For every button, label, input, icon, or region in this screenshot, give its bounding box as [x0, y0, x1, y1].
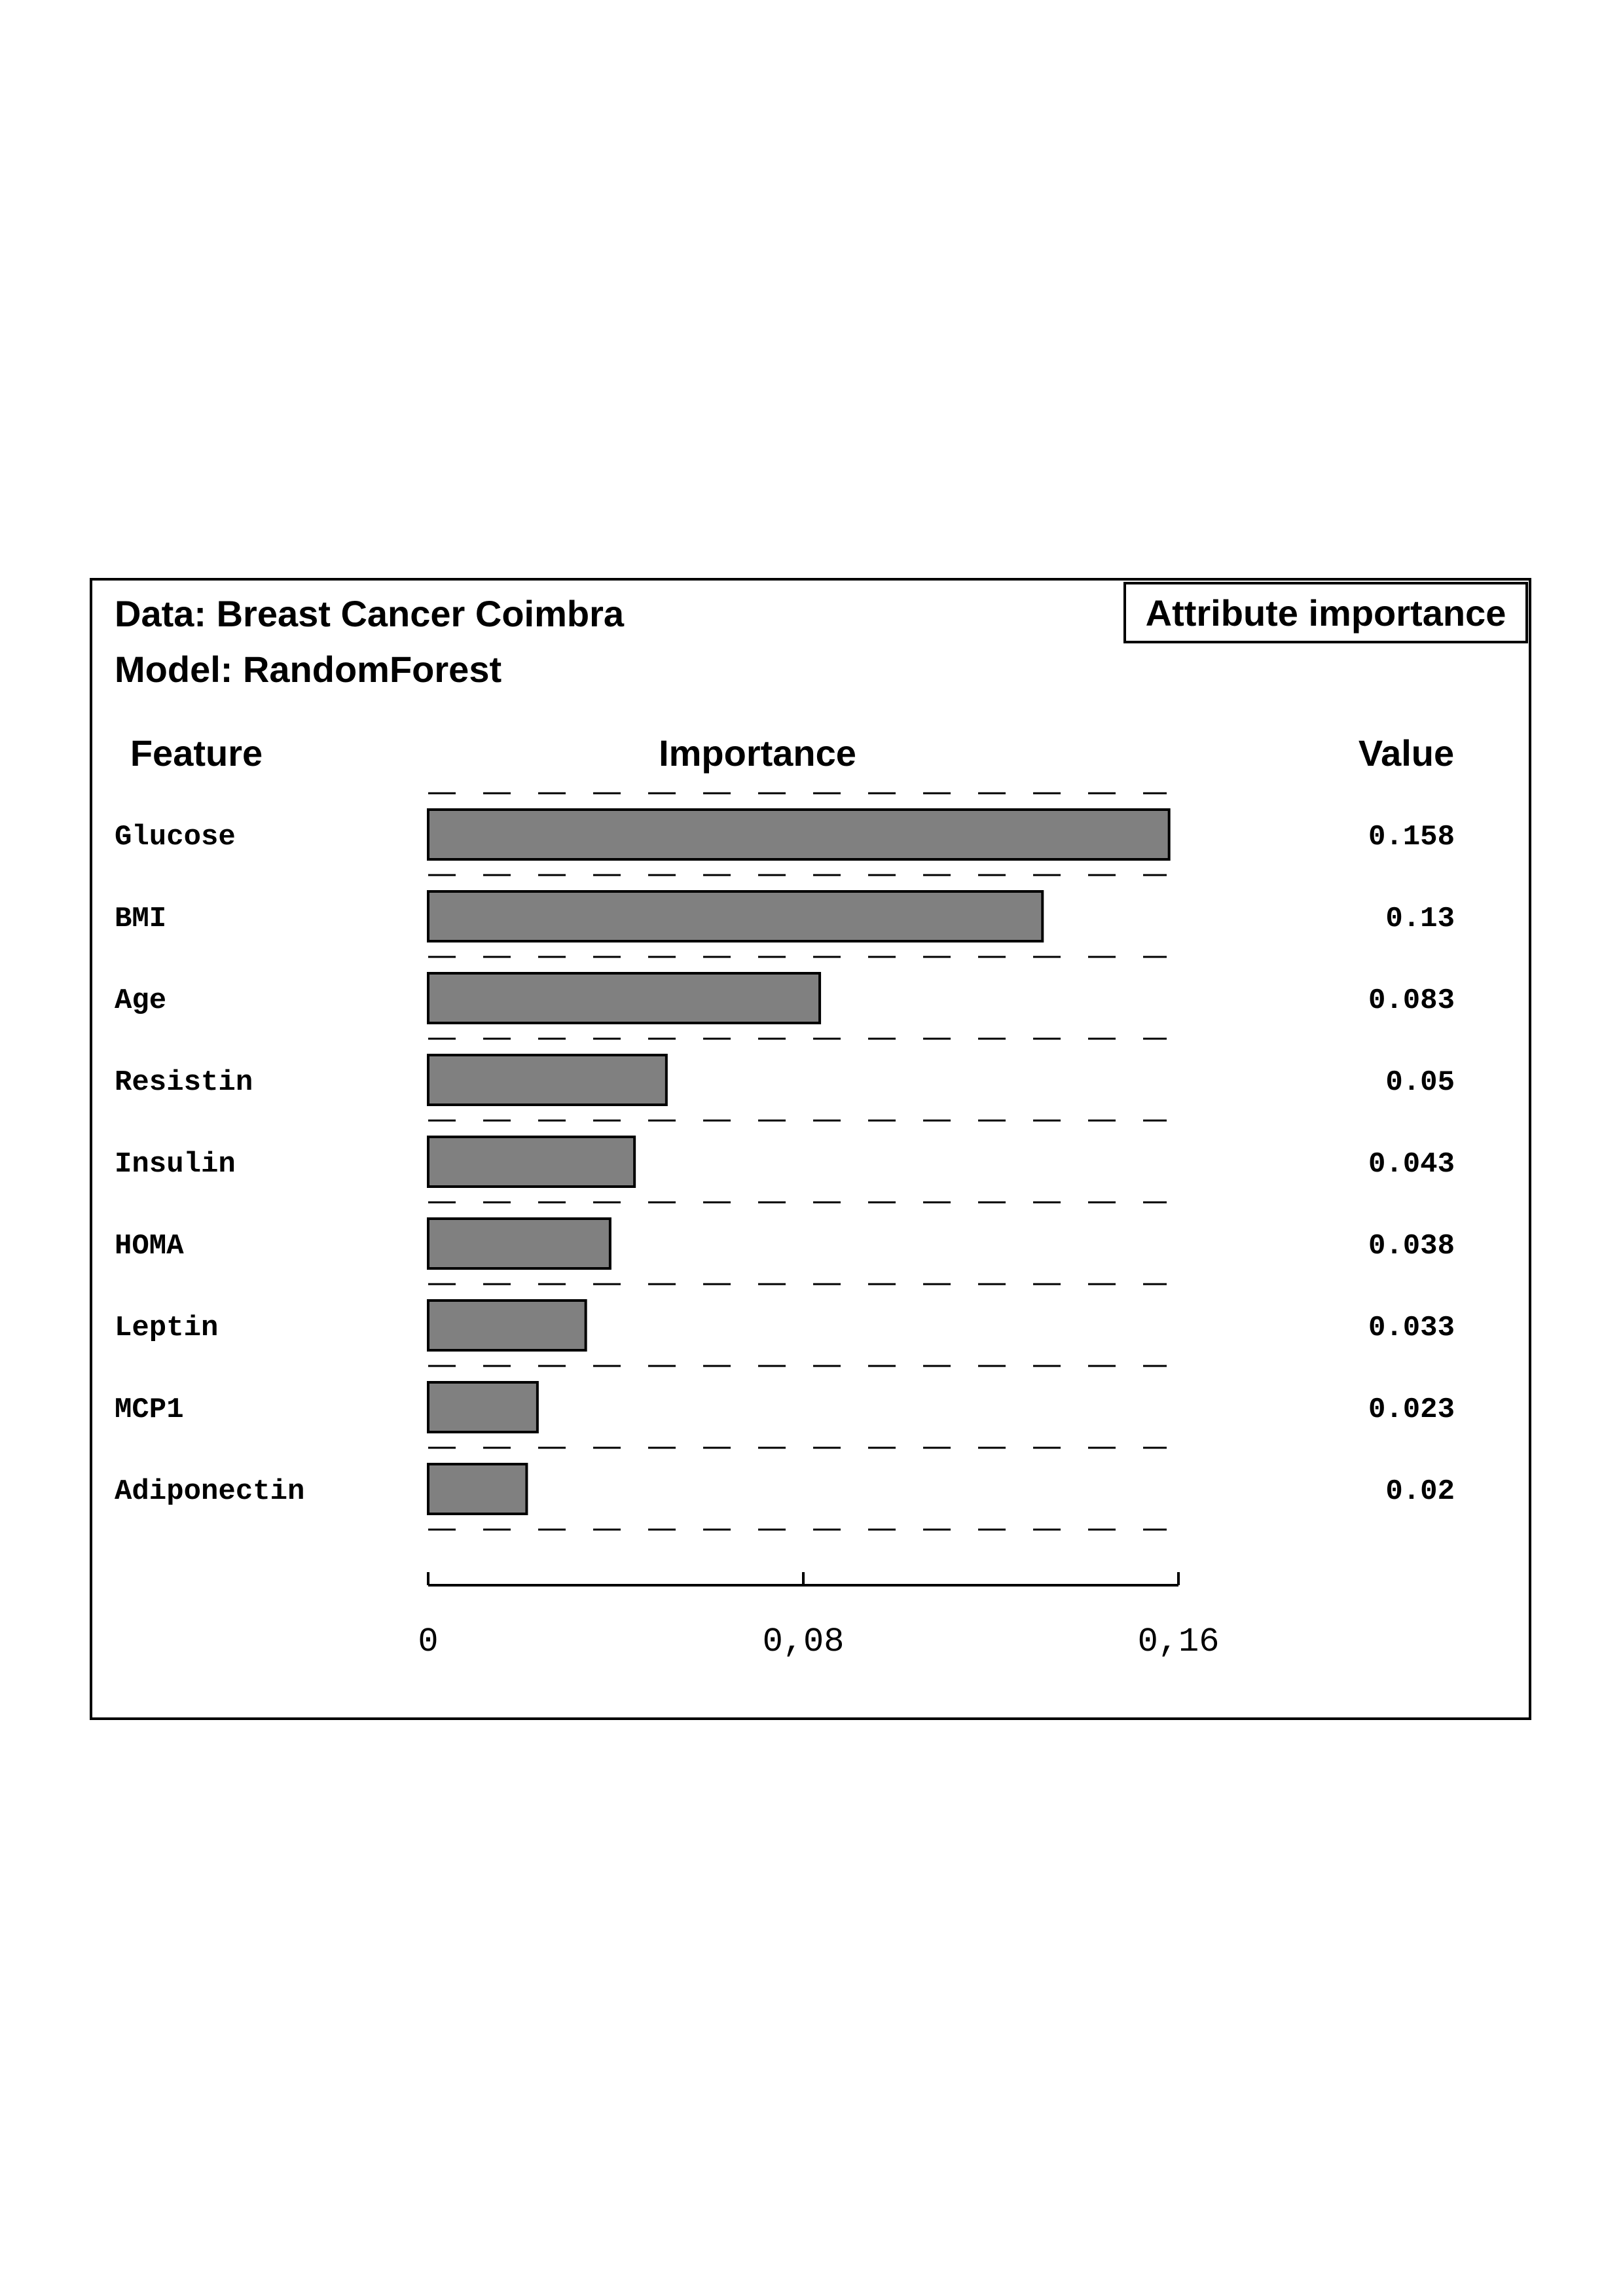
feature-label-mcp1: MCP1 — [115, 1393, 184, 1426]
value-label-bmi: 0.13 — [1385, 903, 1455, 935]
attribute-importance-badge: Attribute importance — [1123, 582, 1528, 643]
feature-label-glucose: Glucose — [115, 821, 236, 853]
x-tick-label: 0,08 — [763, 1623, 845, 1661]
bar-glucose — [427, 808, 1171, 861]
bars-group — [427, 808, 1171, 1515]
feature-column-header: Feature — [130, 732, 263, 774]
bar-age — [427, 972, 822, 1024]
value-label-age: 0.083 — [1368, 984, 1455, 1017]
value-column-header: Value — [1359, 732, 1454, 774]
feature-label-age: Age — [115, 984, 166, 1017]
bar-insulin — [427, 1136, 636, 1188]
value-label-insulin: 0.043 — [1368, 1148, 1455, 1181]
feature-label-homa: HOMA — [115, 1230, 184, 1263]
bar-resistin — [427, 1054, 668, 1106]
bar-mcp1 — [427, 1381, 539, 1433]
model-title: Model: RandomForest — [115, 649, 502, 690]
value-label-leptin: 0.033 — [1368, 1312, 1455, 1344]
bar-adiponectin — [427, 1463, 528, 1515]
feature-label-insulin: Insulin — [115, 1148, 236, 1181]
feature-label-adiponectin: Adiponectin — [115, 1475, 304, 1508]
feature-label-resistin: Resistin — [115, 1066, 253, 1099]
value-label-mcp1: 0.023 — [1368, 1393, 1455, 1426]
value-label-homa: 0.038 — [1368, 1230, 1455, 1263]
feature-label-bmi: BMI — [115, 903, 166, 935]
value-labels-group: 0.158 0.13 0.083 0.05 0.043 0.038 0.033 0.023 0.… — [1368, 821, 1455, 1508]
dataset-title: Data: Breast Cancer Coimbra — [115, 593, 625, 634]
bar-homa — [427, 1217, 611, 1270]
bar-leptin — [427, 1299, 587, 1352]
bar-bmi — [427, 890, 1044, 942]
x-tick-label: 0 — [418, 1623, 438, 1661]
row-separators — [428, 792, 1167, 1531]
chart-frame — [90, 578, 1531, 1720]
feature-labels-group: Glucose BMI Age Resistin Insulin HOMA Leptin MC… — [115, 821, 304, 1508]
x-tick-label: 0,16 — [1138, 1623, 1220, 1661]
value-label-resistin: 0.05 — [1385, 1066, 1455, 1099]
value-label-glucose: 0.158 — [1368, 821, 1455, 853]
x-axis: 0 0,08 0,16 — [418, 1572, 1219, 1661]
feature-label-leptin: Leptin — [115, 1312, 218, 1344]
value-label-adiponectin: 0.02 — [1385, 1475, 1455, 1508]
importance-column-header: Importance — [659, 732, 856, 774]
